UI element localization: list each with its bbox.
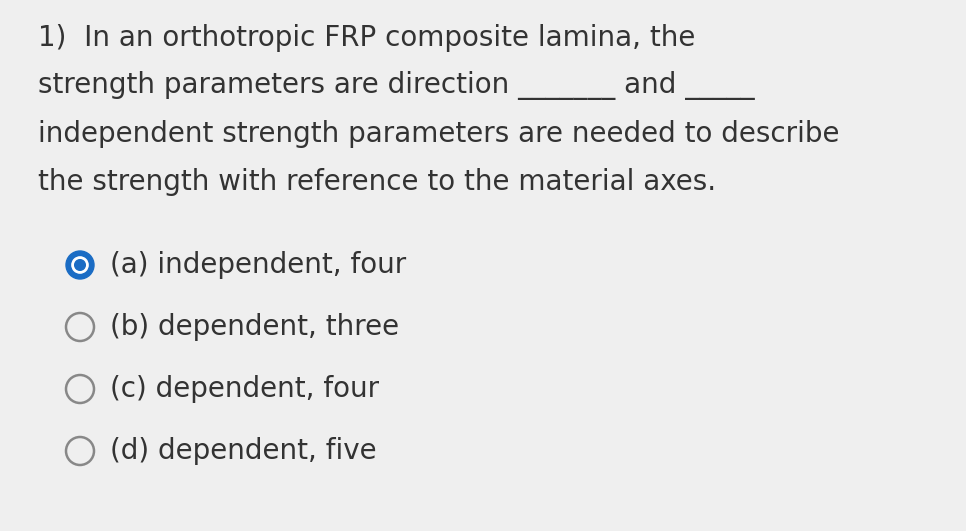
Text: (a) independent, four: (a) independent, four	[110, 251, 407, 279]
Circle shape	[66, 437, 94, 465]
Text: (b) dependent, three: (b) dependent, three	[110, 313, 399, 341]
Circle shape	[66, 251, 94, 279]
Text: (d) dependent, five: (d) dependent, five	[110, 437, 377, 465]
Text: independent strength parameters are needed to describe: independent strength parameters are need…	[38, 120, 839, 148]
Circle shape	[66, 375, 94, 403]
Text: strength parameters are direction _______ and _____: strength parameters are direction ______…	[38, 72, 754, 100]
Circle shape	[71, 257, 88, 273]
Text: (c) dependent, four: (c) dependent, four	[110, 375, 379, 403]
Circle shape	[66, 313, 94, 341]
Text: the strength with reference to the material axes.: the strength with reference to the mater…	[38, 168, 716, 196]
Text: 1)  In an orthotropic FRP composite lamina, the: 1) In an orthotropic FRP composite lamin…	[38, 24, 696, 52]
Circle shape	[74, 260, 85, 270]
